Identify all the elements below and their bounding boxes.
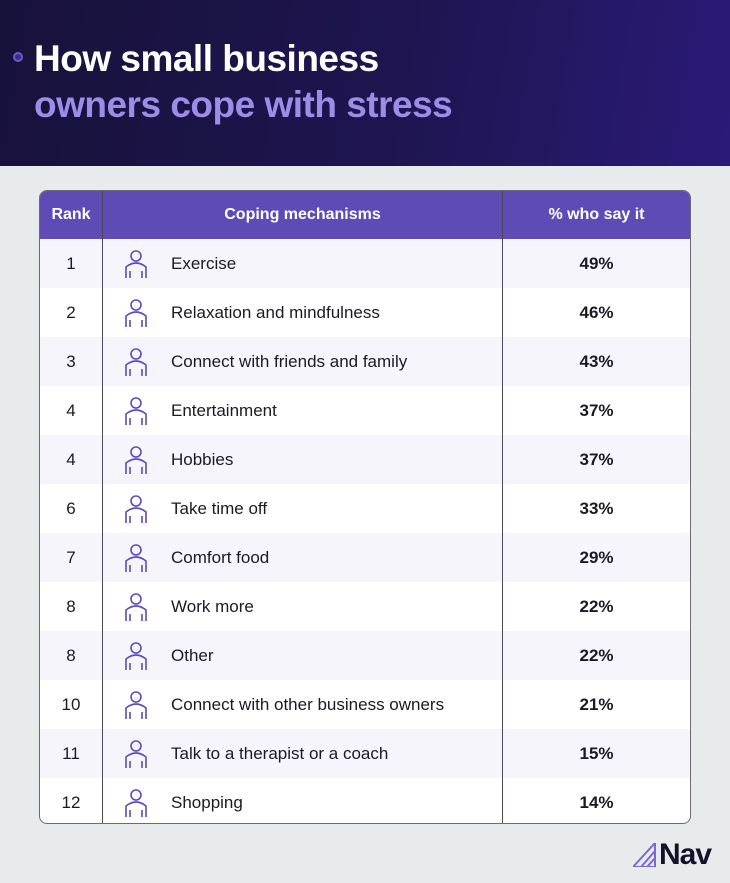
rank-cell: 2 — [40, 288, 103, 337]
mechanism-label: Comfort food — [171, 547, 270, 567]
rank-cell: 8 — [40, 582, 103, 631]
percent-cell: 43% — [579, 351, 614, 371]
bullet-dot-icon — [13, 52, 23, 62]
percent-cell: 15% — [579, 743, 614, 763]
percent-cell: 37% — [579, 400, 614, 420]
rank-cell: 12 — [40, 778, 103, 823]
table-row: 4 Entertainment 37% — [40, 386, 690, 435]
mechanism-cell: Take time off — [103, 484, 503, 533]
table-row: 4 Hobbies 37% — [40, 435, 690, 484]
mechanism-cell: Relaxation and mindfulness — [103, 288, 503, 337]
exercise-icon — [125, 249, 147, 278]
rank-cell: 11 — [40, 729, 103, 778]
lounger-icon — [125, 494, 147, 523]
percent-cell: 14% — [579, 792, 614, 812]
rank-cell: 8 — [40, 631, 103, 680]
table-row: 1 Exercise 49% — [40, 239, 690, 288]
rank-cell: 3 — [40, 337, 103, 386]
percent-cell: 33% — [579, 498, 614, 518]
mechanism-label: Other — [171, 645, 214, 665]
mechanism-cell: Work more — [103, 582, 503, 631]
title-line-2: owners cope with stress — [34, 84, 453, 125]
table-row: 12 Shopping 14% — [40, 778, 690, 823]
nav-logo-mark-icon — [633, 843, 656, 867]
hero-banner: How small business owners cope with stre… — [0, 0, 730, 166]
percent-cell: 22% — [579, 645, 614, 665]
mechanism-label: Connect with friends and family — [171, 351, 408, 371]
shopping-bag-icon — [125, 788, 147, 817]
table-row: 6 Take time off 33% — [40, 484, 690, 533]
table-row: 2 Relaxation and mindfulness 46% — [40, 288, 690, 337]
rank-cell: 10 — [40, 680, 103, 729]
popcorn-icon — [125, 396, 147, 425]
mechanism-cell: Connect with friends and family — [103, 337, 503, 386]
table-header: Rank Coping mechanisms % who say it — [40, 191, 690, 239]
mechanism-label: Take time off — [171, 498, 268, 518]
mechanism-label: Talk to a therapist or a coach — [171, 743, 389, 763]
mechanism-cell: Connect with other business owners — [103, 680, 503, 729]
percent-cell: 46% — [579, 302, 614, 322]
rank-cell: 1 — [40, 239, 103, 288]
meditation-icon — [125, 298, 147, 327]
mechanism-cell: Hobbies — [103, 435, 503, 484]
table-row: 8 Work more 22% — [40, 582, 690, 631]
table-row: 8 Other 22% — [40, 631, 690, 680]
rank-cell: 6 — [40, 484, 103, 533]
therapy-icon — [125, 739, 147, 768]
mechanism-label: Shopping — [171, 792, 243, 812]
header-percent: % who say it — [548, 206, 645, 223]
people-icon — [125, 347, 147, 376]
mechanism-cell: Exercise — [103, 239, 503, 288]
percent-cell: 22% — [579, 596, 614, 616]
coping-table: Rank Coping mechanisms % who say it 1 Ex… — [39, 190, 691, 824]
mechanism-cell: Other — [103, 631, 503, 680]
table-row: 11 Talk to a therapist or a coach 15% — [40, 729, 690, 778]
percent-cell: 49% — [579, 253, 614, 273]
mechanism-cell: Talk to a therapist or a coach — [103, 729, 503, 778]
camera-icon — [125, 445, 147, 474]
briefcase-icon — [125, 592, 147, 621]
table-row: 10 Connect with other business owners 21… — [40, 680, 690, 729]
table-row: 3 Connect with friends and family 43% — [40, 337, 690, 386]
mechanism-cell: Entertainment — [103, 386, 503, 435]
header-rank: Rank — [40, 191, 103, 239]
rank-cell: 7 — [40, 533, 103, 582]
mechanism-label: Entertainment — [171, 400, 277, 420]
rank-cell: 4 — [40, 435, 103, 484]
title-line-1: How small business — [34, 38, 379, 79]
rank-cell: 4 — [40, 386, 103, 435]
percent-cell: 21% — [579, 694, 614, 714]
percent-cell: 37% — [579, 449, 614, 469]
head-storm-icon — [125, 641, 147, 670]
mechanism-cell: Comfort food — [103, 533, 503, 582]
nav-logo: Nav — [633, 838, 712, 872]
network-icon — [125, 690, 147, 719]
mechanism-label: Relaxation and mindfulness — [171, 302, 380, 322]
percent-cell: 29% — [579, 547, 614, 567]
table-row: 7 Comfort food 29% — [40, 533, 690, 582]
header-mechanism: Coping mechanisms — [103, 191, 503, 239]
mechanism-label: Exercise — [171, 253, 237, 273]
mechanism-label: Work more — [171, 596, 254, 616]
mechanism-label: Hobbies — [171, 449, 234, 469]
mechanism-cell: Shopping — [103, 778, 503, 823]
taco-icon — [125, 543, 147, 572]
mechanism-label: Connect with other business owners — [171, 694, 445, 714]
